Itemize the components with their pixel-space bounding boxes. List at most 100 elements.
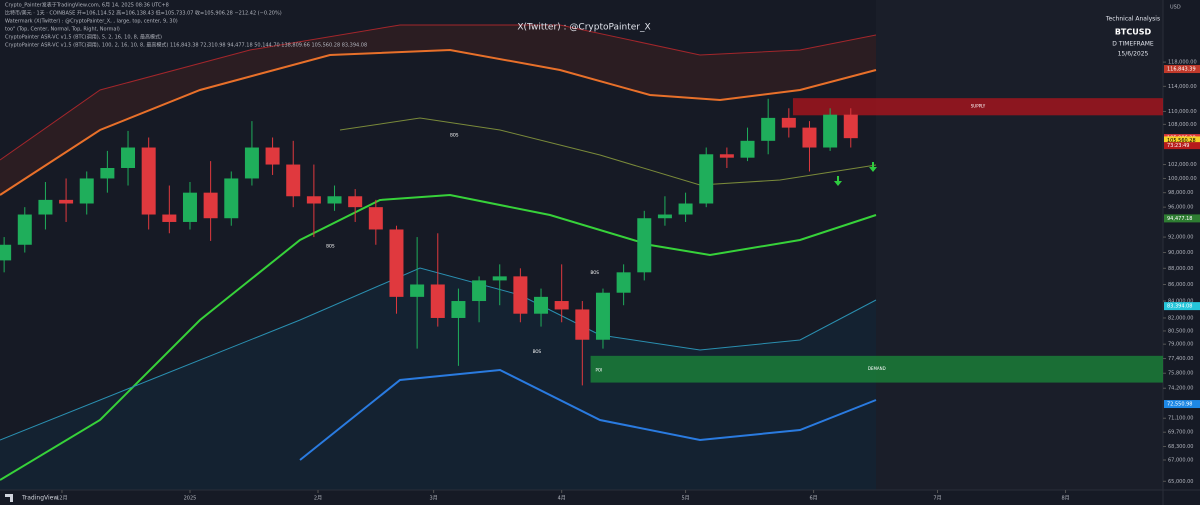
candle-body: [781, 117, 796, 128]
y-tick-label: 68,300.00: [1168, 444, 1193, 450]
annotation: BOS: [533, 349, 542, 354]
header-line: 比特币/美元 · 1天 · COINBASE 开=106,114.52 高=10…: [5, 10, 282, 17]
upper-band: [0, 25, 876, 195]
candle-body: [327, 196, 342, 204]
y-tick-label: 108,000.00: [1168, 122, 1197, 128]
candle-body: [472, 280, 487, 302]
y-tick-label: 65,000.00: [1168, 479, 1193, 485]
price-label-box: [1164, 214, 1200, 223]
x-tick-label: 5月: [681, 496, 689, 502]
x-tick-label: 7月: [933, 496, 941, 502]
y-tick-label: 98,000.00: [1168, 190, 1193, 196]
candle-body: [265, 147, 280, 165]
y-tick-label: 92,000.00: [1168, 235, 1193, 241]
lower-band: [0, 268, 876, 490]
price-label-box: [1164, 65, 1200, 74]
candle-body: [761, 117, 776, 141]
y-tick-label: 69,700.00: [1168, 430, 1193, 436]
candle-body: [823, 114, 838, 148]
future-area: [876, 0, 1163, 490]
blue-line: [299, 368, 877, 461]
candle-body: [802, 127, 817, 148]
candle-body: [678, 203, 693, 215]
candle-body: [121, 147, 136, 168]
orange-line: [0, 48, 877, 196]
candle-body: [595, 292, 610, 340]
price-label: 83,394.08: [1167, 304, 1192, 310]
header-line: too" (Top, Center, Normal, Top, Right, N…: [5, 27, 120, 33]
candle-body: [38, 199, 53, 215]
candle-body: [616, 272, 631, 293]
candle-body: [203, 192, 218, 219]
candle-body: [719, 154, 734, 158]
candle-body: [79, 178, 94, 204]
x-tick-label: 2月: [314, 496, 322, 502]
y-tick-label: 79,000.00: [1168, 342, 1193, 348]
candle-body: [306, 196, 321, 204]
y-tick-label: 90,000.00: [1168, 250, 1193, 256]
x-tick-label: 4月: [558, 496, 566, 502]
candle-body: [534, 296, 549, 314]
side-title: Technical Analysis: [1105, 16, 1160, 23]
side-title: BTCUSD: [1115, 28, 1152, 37]
annotation: BOS: [591, 270, 600, 275]
candle-body: [699, 154, 714, 204]
y-tick-label: 88,000.00: [1168, 266, 1193, 272]
y-tick-label: 96,000.00: [1168, 205, 1193, 211]
candle-body: [244, 147, 259, 179]
y-tick-label: 110,000.00: [1168, 109, 1197, 115]
countdown: 73:23:49: [1167, 143, 1189, 149]
candle-body: [0, 244, 12, 261]
price-label-box: [1164, 302, 1200, 311]
price-label: 105,560.28: [1167, 138, 1196, 144]
candle-body: [162, 214, 177, 222]
x-tick-label: 12月: [56, 496, 67, 502]
price-label: 94,477.18: [1167, 216, 1192, 222]
annotation: BOS: [450, 133, 459, 138]
y-tick-label: 77,400.00: [1168, 356, 1193, 362]
side-title: D TIMEFRAME: [1112, 41, 1154, 48]
candle-body: [17, 214, 32, 245]
watermark-title: X(Twitter) : @CryptoPainter_X: [517, 23, 650, 33]
x-tick-label: 8月: [1061, 496, 1069, 502]
green-line: [0, 193, 877, 481]
annotation: POI: [595, 367, 602, 372]
candle-body: [348, 196, 363, 208]
candle-body: [410, 284, 425, 297]
price-label-box: [1164, 400, 1200, 409]
upper-line: [0, 24, 877, 161]
price-label-box: [1164, 136, 1200, 145]
countdown-box: [1164, 142, 1200, 150]
candle-body: [141, 147, 156, 215]
x-tick-label: 6月: [810, 496, 818, 502]
header-line: Crypto_Painter发表于TradingView.com, 6月 14,…: [5, 2, 169, 9]
y-tick-label: 74,200.00: [1168, 386, 1193, 392]
olive-line: [339, 117, 877, 186]
header-line: Watermark (X(Twitter) : @CryptoPainter_X…: [5, 19, 178, 25]
y-tick-label: 86,000.00: [1168, 282, 1193, 288]
candle-body: [575, 309, 590, 340]
candle-body: [182, 192, 197, 222]
y-tick-label: 67,000.00: [1168, 457, 1193, 463]
y-tick-label: 82,000.00: [1168, 315, 1193, 321]
side-title: 15/6/2025: [1118, 51, 1149, 58]
candle-body: [430, 284, 445, 318]
candle-body: [451, 301, 466, 318]
candle-body: [740, 140, 755, 158]
currency: USD: [1170, 5, 1181, 11]
candle-body: [657, 214, 672, 219]
candle-body: [637, 218, 652, 273]
candle-body: [389, 229, 404, 297]
price-label: 72,550.98: [1167, 402, 1192, 408]
candle-body: [368, 207, 383, 230]
brand-logo: [5, 494, 13, 502]
y-tick-label: 80,500.00: [1168, 328, 1193, 334]
annotation: BOS: [326, 243, 335, 248]
candle-body: [59, 199, 74, 204]
price-label: 116,843.39: [1167, 67, 1196, 73]
candle-body: [513, 276, 528, 314]
x-tick-label: 3月: [430, 496, 438, 502]
y-tick-label: 71,100.00: [1168, 416, 1193, 422]
